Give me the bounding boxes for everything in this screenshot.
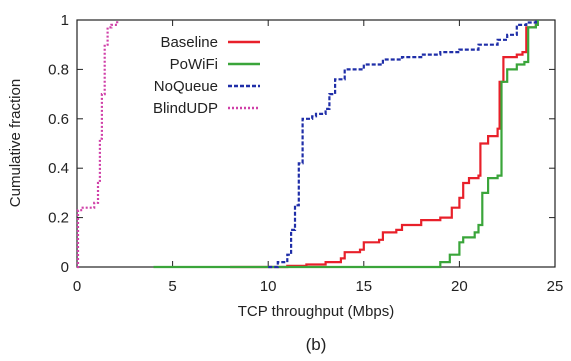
x-tick-label: 15 xyxy=(355,278,372,295)
y-tick-label: 0 xyxy=(61,259,69,276)
legend-label: BlindUDP xyxy=(153,100,218,117)
y-tick-label: 0.8 xyxy=(48,61,69,78)
y-tick-label: 0.2 xyxy=(48,210,69,227)
figure-caption: (b) xyxy=(306,335,327,354)
x-tick-label: 5 xyxy=(168,278,176,295)
legend: Baseline PoWiFi NoQueue BlindUDP xyxy=(153,34,260,117)
y-tick-label: 0.4 xyxy=(48,160,69,177)
series-lines xyxy=(76,20,539,269)
y-tick-label: 0.6 xyxy=(48,111,69,128)
y-axis-label: Cumulative fraction xyxy=(7,79,24,207)
x-tick-label: 20 xyxy=(451,278,468,295)
series-line-blindudp xyxy=(76,20,119,269)
y-axis-ticks: 0 0.2 0.4 0.6 0.8 1 xyxy=(48,12,555,276)
legend-label: NoQueue xyxy=(154,78,218,95)
legend-label: PoWiFi xyxy=(170,56,218,73)
series-line-baseline xyxy=(230,22,539,269)
x-axis-label: TCP throughput (Mbps) xyxy=(238,303,394,320)
series-line-powifi xyxy=(153,20,539,269)
y-tick-label: 1 xyxy=(61,12,69,29)
series-line-noqueue xyxy=(268,20,537,269)
x-tick-label: 0 xyxy=(73,278,81,295)
x-axis-ticks: 0 5 10 15 20 25 xyxy=(73,20,564,295)
x-tick-label: 25 xyxy=(547,278,564,295)
x-tick-label: 10 xyxy=(260,278,277,295)
legend-label: Baseline xyxy=(160,34,218,51)
